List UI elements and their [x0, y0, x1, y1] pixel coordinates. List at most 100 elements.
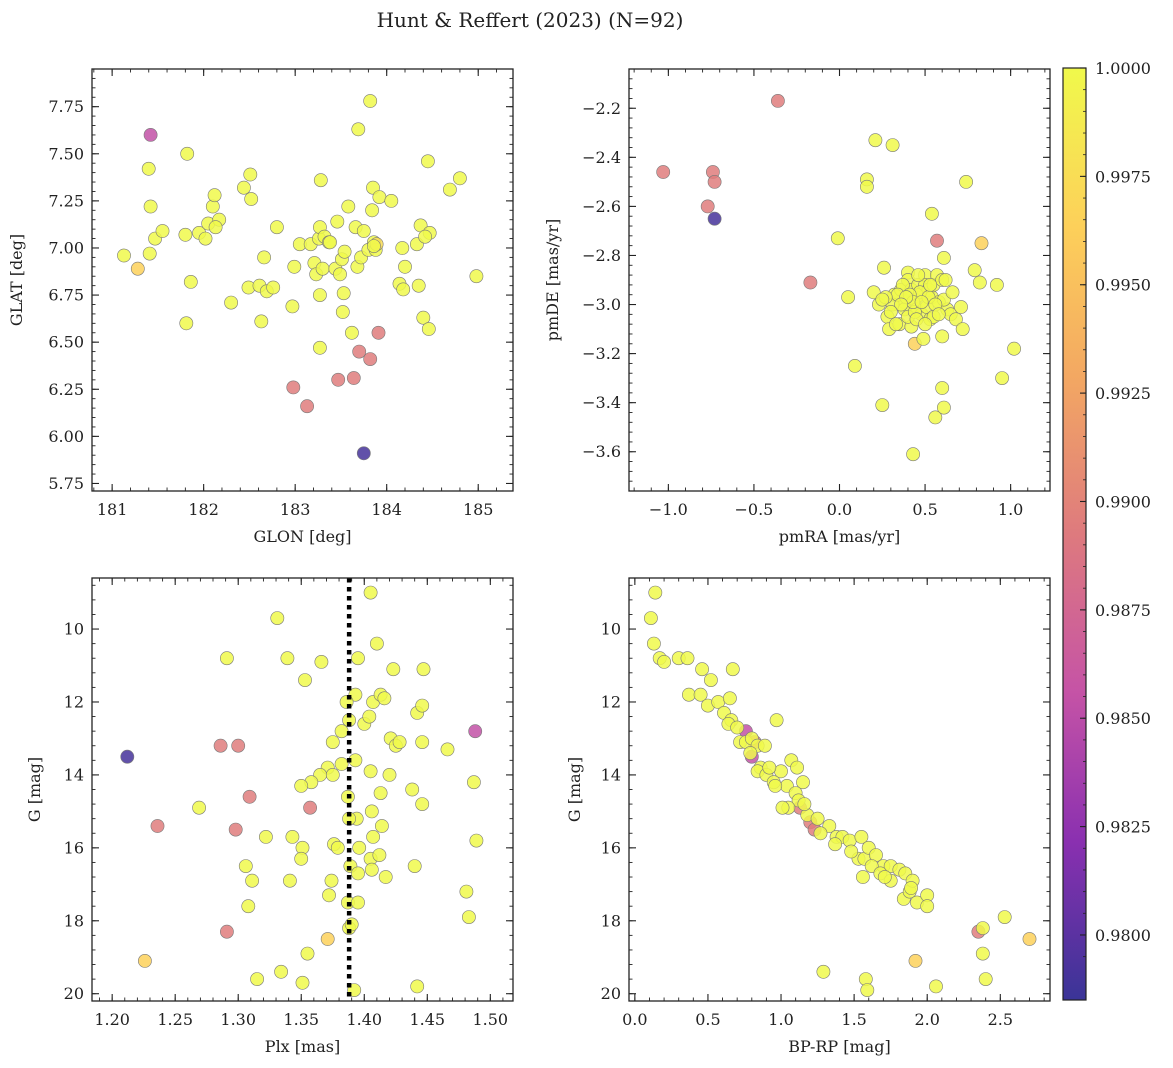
data-point	[285, 299, 300, 314]
data-point	[324, 873, 339, 888]
data-point	[844, 844, 859, 859]
data-point	[280, 651, 295, 666]
data-point	[416, 310, 431, 325]
data-point	[935, 381, 950, 395]
data-point	[868, 133, 883, 148]
data-point	[285, 830, 300, 844]
data-point	[243, 167, 258, 182]
data-point	[344, 325, 359, 340]
x-tick-label: 1.50	[472, 1010, 508, 1029]
x-tick-label: −0.5	[735, 500, 774, 519]
data-point	[860, 983, 875, 997]
y-tick-label: 10	[601, 620, 621, 639]
data-point	[656, 165, 671, 179]
data-point	[420, 154, 435, 169]
data-point	[287, 259, 302, 274]
data-point	[257, 250, 271, 265]
x-tick-label: 182	[188, 500, 219, 519]
data-point	[130, 261, 145, 276]
data-point	[937, 250, 951, 265]
x-tick-label: 0.0	[622, 1010, 647, 1029]
data-point	[254, 314, 269, 329]
y-tick-label: −2.6	[582, 197, 621, 216]
data-point	[286, 380, 301, 395]
x-tick-label: 1.20	[94, 1010, 130, 1029]
y-tick-label: 18	[601, 911, 621, 930]
x-tick-label: 2.5	[988, 1010, 1013, 1029]
data-point	[911, 268, 926, 282]
data-point	[143, 199, 158, 214]
data-point	[931, 307, 946, 322]
data-point	[314, 655, 329, 669]
data-point	[774, 764, 788, 779]
y-tick-label: −3.4	[582, 393, 621, 412]
data-point	[415, 735, 430, 749]
y-tick-label: 6.50	[48, 333, 84, 352]
data-point	[854, 830, 869, 844]
data-point	[192, 800, 206, 815]
data-point	[282, 873, 297, 888]
colorbar-tick-label: 0.9850	[1095, 709, 1151, 728]
data-point	[141, 161, 156, 176]
data-point	[224, 295, 238, 310]
data-point	[213, 738, 228, 753]
data-point	[323, 235, 337, 250]
x-axis-label: BP-RP [mag]	[788, 1037, 890, 1056]
data-point	[313, 173, 328, 188]
data-point	[974, 236, 989, 251]
data-point	[178, 227, 193, 242]
data-point	[270, 611, 285, 625]
data-point	[883, 304, 898, 319]
y-tick-label: 5.75	[48, 474, 84, 493]
data-point	[330, 214, 345, 229]
data-point	[315, 261, 330, 276]
y-tick-label: 6.75	[48, 286, 84, 305]
data-point	[769, 713, 784, 728]
data-point	[860, 179, 874, 194]
data-point	[908, 954, 923, 968]
data-point	[371, 325, 386, 340]
data-point	[330, 840, 345, 855]
data-point	[415, 797, 430, 811]
data-point	[889, 317, 903, 332]
y-axis-label: GLAT [deg]	[7, 234, 26, 326]
data-point	[925, 206, 939, 221]
y-tick-label: 7.50	[48, 144, 84, 163]
data-point	[461, 910, 476, 924]
data-point	[790, 760, 804, 775]
data-point	[244, 192, 259, 206]
data-point	[120, 749, 135, 764]
data-point	[803, 275, 818, 290]
data-point	[363, 764, 378, 779]
data-point	[356, 446, 371, 461]
x-tick-label: 0.0	[827, 500, 852, 519]
data-point	[816, 964, 831, 979]
data-point	[351, 895, 365, 910]
data-point	[219, 924, 234, 939]
data-point	[959, 174, 973, 189]
data-point	[180, 146, 195, 161]
data-point	[758, 738, 772, 753]
data-point	[117, 248, 131, 263]
data-point	[452, 171, 467, 186]
data-point	[331, 372, 346, 387]
data-point	[228, 822, 243, 837]
data-point	[885, 138, 900, 152]
data-point	[459, 884, 474, 899]
colorbar-gradient	[1062, 67, 1087, 1001]
data-point	[875, 292, 890, 307]
data-point	[928, 410, 943, 425]
y-tick-label: 12	[601, 692, 621, 711]
data-point	[300, 946, 315, 961]
colorbar-tick-label: 0.9950	[1095, 276, 1151, 295]
y-tick-label: −3.0	[582, 295, 621, 314]
y-axis-label: G [mag]	[565, 757, 584, 822]
data-point	[364, 862, 379, 877]
y-tick-label: 20	[601, 984, 621, 1003]
data-point	[796, 775, 810, 790]
data-point	[725, 662, 740, 677]
data-point	[179, 316, 194, 331]
data-point	[205, 199, 220, 214]
axes-frame	[628, 68, 1051, 492]
data-point	[366, 239, 381, 253]
